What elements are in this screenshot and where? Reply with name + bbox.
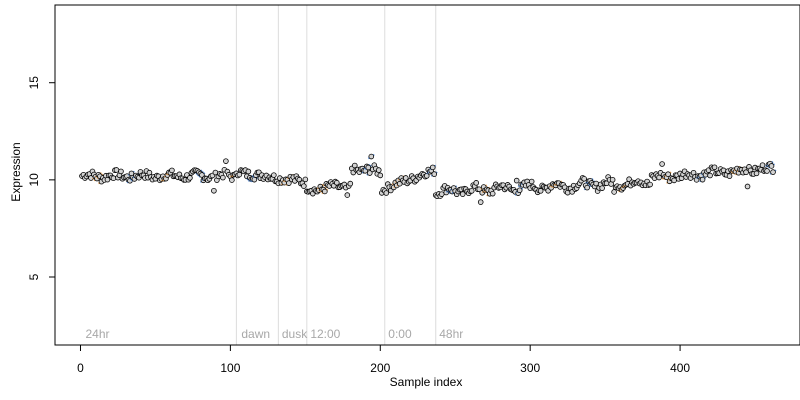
data-point <box>402 175 409 181</box>
data-point <box>431 171 438 177</box>
data-point <box>744 183 751 190</box>
data-point <box>375 167 382 173</box>
data-point <box>302 176 309 183</box>
data-point <box>383 190 390 196</box>
phase-label: 48hr <box>439 327 463 341</box>
y-axis-title: Expression <box>9 142 23 201</box>
data-point <box>656 174 662 181</box>
data-point <box>489 190 496 197</box>
phase-label: 12:00 <box>310 327 340 341</box>
data-point <box>459 191 466 197</box>
data-point <box>169 167 175 174</box>
data-point <box>347 180 354 187</box>
data-point <box>528 178 535 185</box>
data-point <box>301 183 307 189</box>
x-axis-title: Sample index <box>390 375 463 389</box>
data-point <box>286 180 292 186</box>
data-point <box>516 187 523 194</box>
y-tick-label: 15 <box>27 76 41 90</box>
data-point <box>113 167 120 173</box>
data-point <box>118 168 124 175</box>
data-point <box>707 172 713 179</box>
data-point <box>753 170 760 177</box>
data-point <box>764 168 770 174</box>
data-point <box>365 164 372 171</box>
data-point <box>699 176 706 183</box>
phase-label: dusk <box>282 327 308 341</box>
data-point <box>344 192 351 198</box>
data-point <box>110 175 117 182</box>
phase-label: dawn <box>241 327 270 341</box>
data-point <box>768 163 775 169</box>
data-point <box>377 172 384 179</box>
x-tick-label: 400 <box>670 361 690 375</box>
data-point <box>211 187 217 194</box>
data-point <box>334 179 340 186</box>
data-point <box>366 170 373 176</box>
data-point <box>611 189 617 195</box>
data-point <box>223 158 229 164</box>
data-point <box>770 169 776 175</box>
data-point <box>671 177 677 184</box>
data-point <box>593 180 599 187</box>
data-point <box>220 174 226 181</box>
y-axis: 5 10 15 <box>27 76 56 280</box>
data-point <box>251 176 258 183</box>
phase-labels: 24hr dawn dusk 12:00 0:00 48hr <box>85 327 463 341</box>
data-point <box>537 188 544 194</box>
data-point <box>759 162 766 168</box>
x-tick-label: 0 <box>77 361 84 375</box>
data-point <box>473 180 480 186</box>
data-point <box>599 185 605 191</box>
data-point <box>609 176 616 183</box>
phase-label: 24hr <box>85 327 109 341</box>
data-point <box>245 168 252 175</box>
data-point <box>584 184 590 191</box>
data-point <box>468 188 475 194</box>
data-points <box>79 153 777 205</box>
data-point <box>513 177 520 184</box>
phase-label: 0:00 <box>388 327 412 341</box>
data-point <box>665 171 671 177</box>
data-point <box>726 173 733 179</box>
data-point <box>477 199 484 205</box>
data-point <box>659 161 665 167</box>
data-point <box>647 181 653 188</box>
data-point <box>229 177 235 183</box>
data-point <box>322 188 328 195</box>
data-point <box>199 172 205 178</box>
data-point <box>187 175 193 181</box>
y-tick-label: 10 <box>27 173 41 187</box>
data-point <box>581 176 587 182</box>
data-point <box>368 153 375 160</box>
x-tick-label: 200 <box>370 361 390 375</box>
data-point <box>743 169 749 176</box>
data-point <box>711 164 718 171</box>
data-point <box>429 164 436 171</box>
data-point <box>271 172 277 178</box>
x-tick-label: 300 <box>520 361 540 375</box>
y-tick-label: 5 <box>27 273 41 280</box>
data-point <box>438 191 445 197</box>
x-tick-label: 100 <box>220 361 240 375</box>
x-axis: 0 100 200 300 400 <box>77 344 690 375</box>
